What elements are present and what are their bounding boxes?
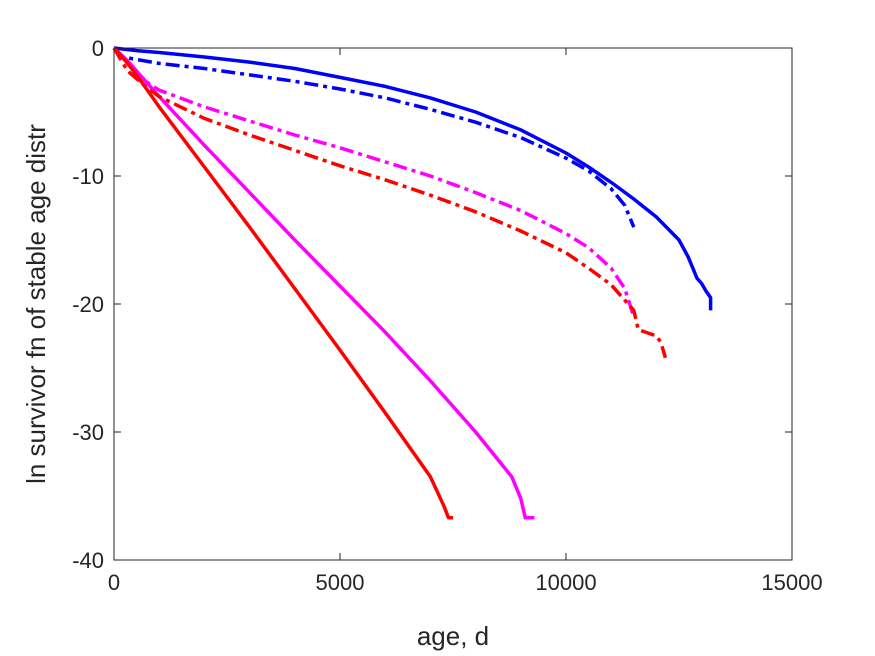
series-line-4: [112, 46, 636, 318]
y-tick-label: -20: [72, 292, 104, 317]
y-tick-label: -30: [72, 420, 104, 445]
x-tick-label: 15000: [761, 570, 822, 595]
series-line-2: [112, 46, 636, 228]
series-line-6: [112, 47, 668, 359]
series-line-1: [113, 46, 713, 311]
x-axis-title: age, d: [417, 621, 489, 651]
x-tick-label: 10000: [535, 570, 596, 595]
x-tick-label: 0: [108, 570, 120, 595]
series-line-3: [112, 46, 535, 520]
y-tick-label: 0: [92, 36, 104, 61]
series-lines: [112, 46, 713, 520]
y-axis-title: ln survivor fn of stable age distr: [21, 124, 51, 484]
tick-labels: 0 5000 10000 15000 0 -10 -20 -30 -40: [72, 36, 822, 595]
series-line-5: [112, 46, 453, 520]
axis-ticks: [113, 47, 793, 561]
plot-frame: [113, 47, 793, 561]
y-tick-label: -10: [72, 164, 104, 189]
x-tick-label: 5000: [316, 570, 365, 595]
y-tick-label: -40: [72, 548, 104, 573]
